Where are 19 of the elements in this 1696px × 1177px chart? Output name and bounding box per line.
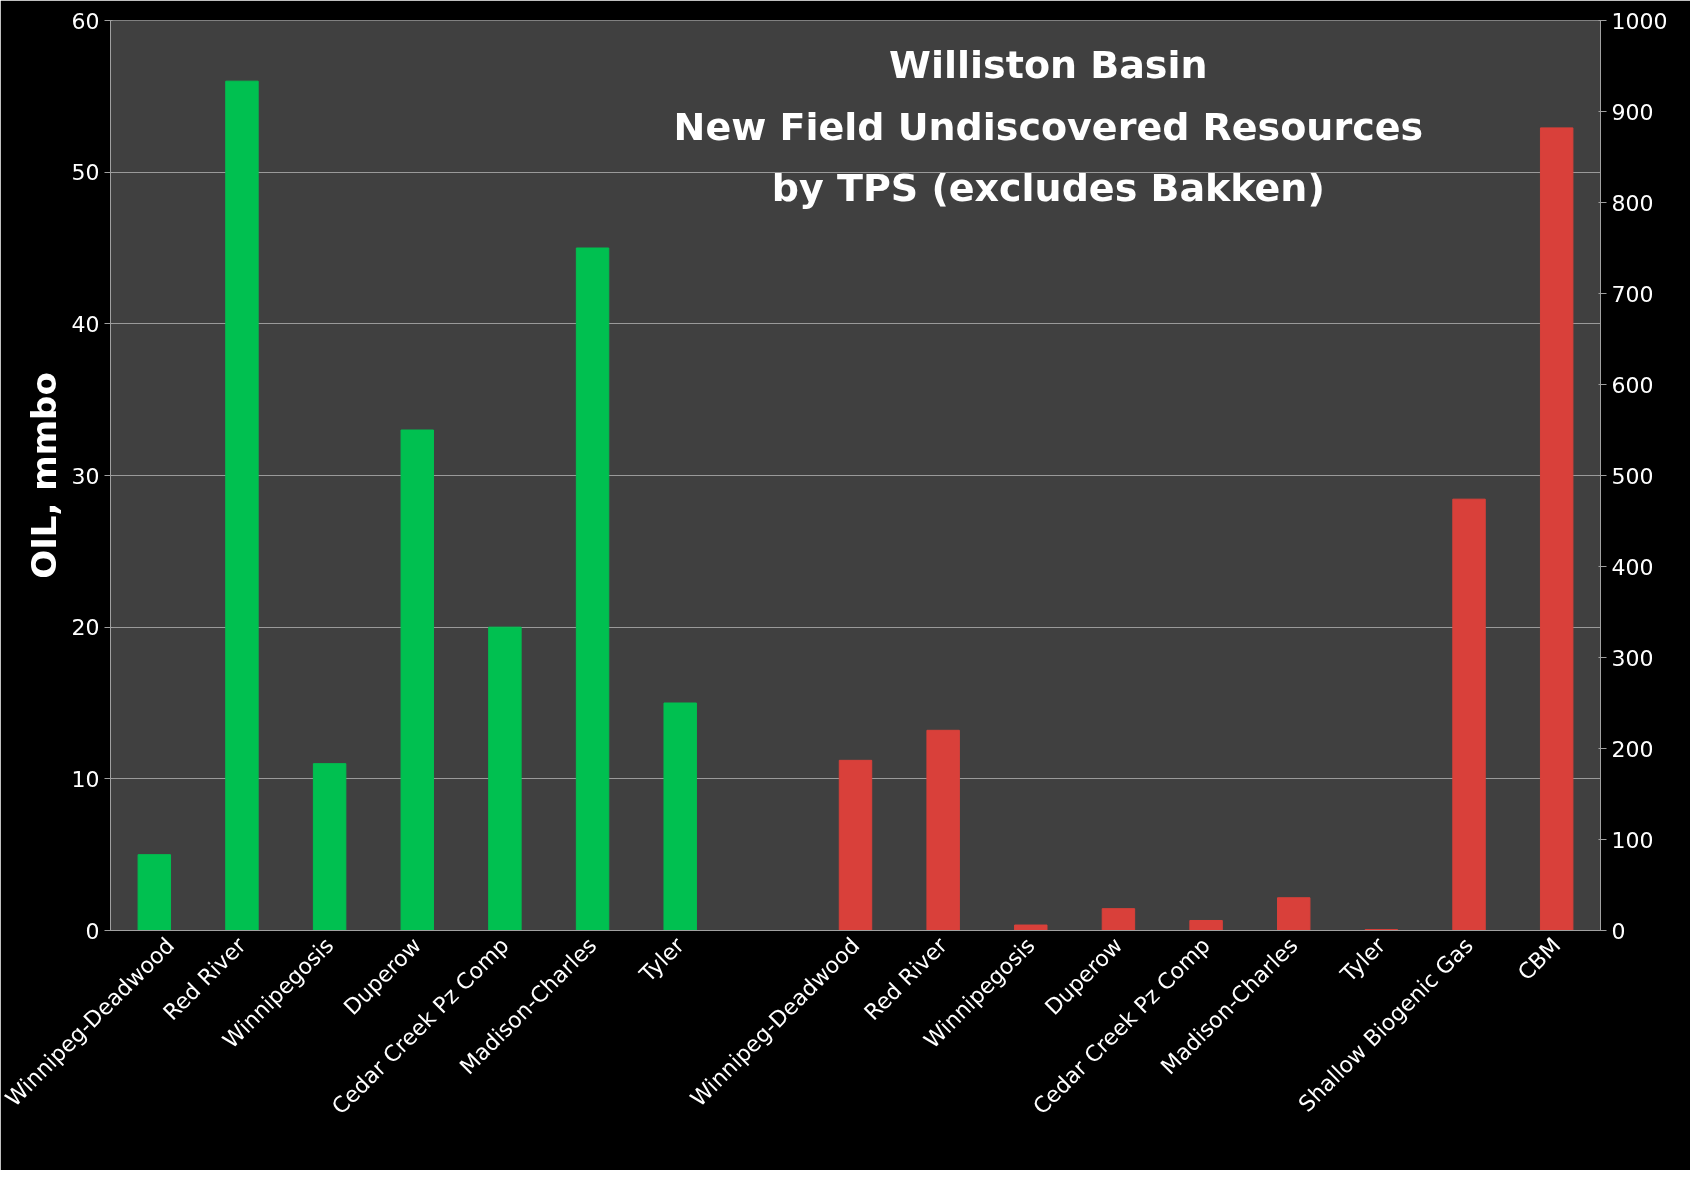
y-tick-label: 30 — [71, 463, 100, 489]
y2-tick-label: 600 — [1611, 372, 1654, 398]
y-tick-label: 60 — [71, 8, 100, 34]
y-tick-label: 10 — [71, 766, 100, 792]
y2-tick-label: 800 — [1611, 190, 1654, 216]
y-tick-label: 20 — [71, 615, 100, 641]
y2-tick-label: 900 — [1611, 99, 1654, 125]
y-axis-title: OIL, mmbo — [23, 372, 64, 579]
y2-tick-label: 200 — [1611, 736, 1654, 762]
y2-tick-label: 700 — [1611, 281, 1654, 307]
y-tick-label: 50 — [71, 160, 100, 186]
y2-tick-label: 500 — [1611, 463, 1654, 489]
y2-tick-label: 400 — [1611, 554, 1654, 580]
text: Williston Basin New Field Undiscovered Resources by TPS (excludes Bakken) — [673, 43, 1424, 211]
y-tick-label: 40 — [71, 311, 100, 337]
y2-tick-label: 300 — [1611, 645, 1654, 671]
y2-tick-label: 100 — [1611, 827, 1654, 853]
y2-tick-label: 0 — [1611, 918, 1626, 944]
y2-tick-label: 1000 — [1611, 8, 1668, 34]
